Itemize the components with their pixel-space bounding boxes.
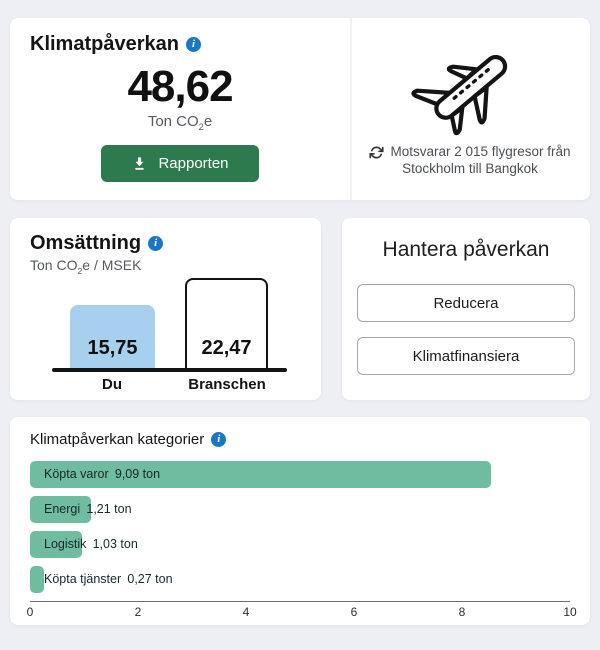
turnover-title-row: Omsättning i [30, 232, 301, 255]
categories-bar-chart: Köpta varor 9,09 ton Energi 1,21 ton Logis… [30, 461, 537, 593]
categories-x-axis: 0 2 4 6 8 10 [26, 601, 577, 619]
turnover-card: Omsättning i Ton CO2e / MSEK 15,75 22,47… [10, 218, 321, 400]
bar-you-value: 15,75 [87, 337, 138, 359]
x-axis-tick: 0 [26, 605, 34, 619]
turnover-axis-labels: Du Branschen [52, 376, 287, 394]
manage-impact-card: Hantera påverkan Reducera Klimatfinansie… [342, 218, 590, 400]
category-row: Logistik 1,03 ton [30, 531, 537, 558]
climate-impact-title-row: Klimatpåverkan i [30, 33, 330, 56]
category-bar [30, 531, 83, 558]
airplane-illustration [405, 32, 535, 144]
category-label: Logistik 1,03 ton [44, 537, 138, 551]
manage-impact-title: Hantera påverkan [382, 238, 550, 261]
equivalence-line1: Motsvarar 2 015 flygresor från [390, 144, 571, 159]
category-row: Energi 1,21 ton [30, 496, 537, 523]
bar-you: 15,75 [70, 305, 155, 368]
reduce-button[interactable]: Reducera [357, 284, 575, 322]
info-icon[interactable]: i [148, 236, 164, 251]
x-axis-tick: 6 [350, 605, 358, 619]
climate-impact-right: Motsvarar 2 015 flygresor från Stockholm… [350, 18, 590, 200]
bar-industry-label: Branschen [188, 376, 266, 393]
bar-industry-value: 22,47 [201, 337, 252, 359]
x-axis-tick: 2 [134, 605, 142, 619]
category-row: Köpta varor 9,09 ton [30, 461, 537, 488]
airplane-icon [411, 54, 508, 136]
categories-card: Klimatpåverkan kategorier i Köpta varor … [10, 417, 590, 625]
middle-row: Omsättning i Ton CO2e / MSEK 15,75 22,47… [10, 218, 590, 400]
turnover-title: Omsättning [30, 232, 142, 254]
category-label: Köpta varor 9,09 ton [44, 467, 161, 481]
x-axis-tick: 10 [563, 605, 577, 619]
x-axis-tick: 4 [242, 605, 250, 619]
refresh-icon [369, 146, 385, 159]
total-emissions-unit: Ton CO2e [147, 113, 213, 132]
climate-finance-button[interactable]: Klimatfinansiera [357, 337, 575, 375]
category-bar [30, 566, 44, 593]
category-row: Köpta tjänster 0,27 ton [30, 566, 537, 593]
x-axis-tick: 8 [458, 605, 466, 619]
bar-you-label: Du [102, 376, 122, 393]
card-divider [350, 18, 352, 200]
info-icon[interactable]: i [185, 37, 201, 52]
turnover-bar-chart: 15,75 22,47 [52, 264, 287, 372]
equivalence-line2: Stockholm till Bangkok [402, 160, 538, 176]
climate-impact-title: Klimatpåverkan [30, 33, 179, 55]
category-label: Köpta tjänster 0,27 ton [44, 572, 173, 586]
total-emissions-value: 48,62 [127, 62, 233, 111]
download-icon [135, 157, 145, 170]
report-button[interactable]: Rapporten [101, 145, 259, 182]
bar-industry: 22,47 [185, 278, 268, 368]
category-bar [30, 461, 491, 488]
climate-impact-card: Klimatpåverkan i 48,62 Ton CO2e Rapporte… [10, 18, 590, 200]
flight-equivalence-text: Motsvarar 2 015 flygresor från Stockholm… [369, 144, 571, 178]
chart-baseline [52, 368, 287, 372]
info-icon[interactable]: i [211, 432, 227, 447]
categories-title-row: Klimatpåverkan kategorier i [30, 431, 570, 448]
report-button-label: Rapporten [158, 155, 229, 172]
climate-impact-left: Klimatpåverkan i 48,62 Ton CO2e Rapporte… [10, 18, 350, 200]
category-bar [30, 496, 92, 523]
turnover-unit: Ton CO2e / MSEK [30, 257, 142, 276]
categories-title: Klimatpåverkan kategorier [30, 431, 205, 448]
category-label: Energi 1,21 ton [44, 502, 132, 516]
